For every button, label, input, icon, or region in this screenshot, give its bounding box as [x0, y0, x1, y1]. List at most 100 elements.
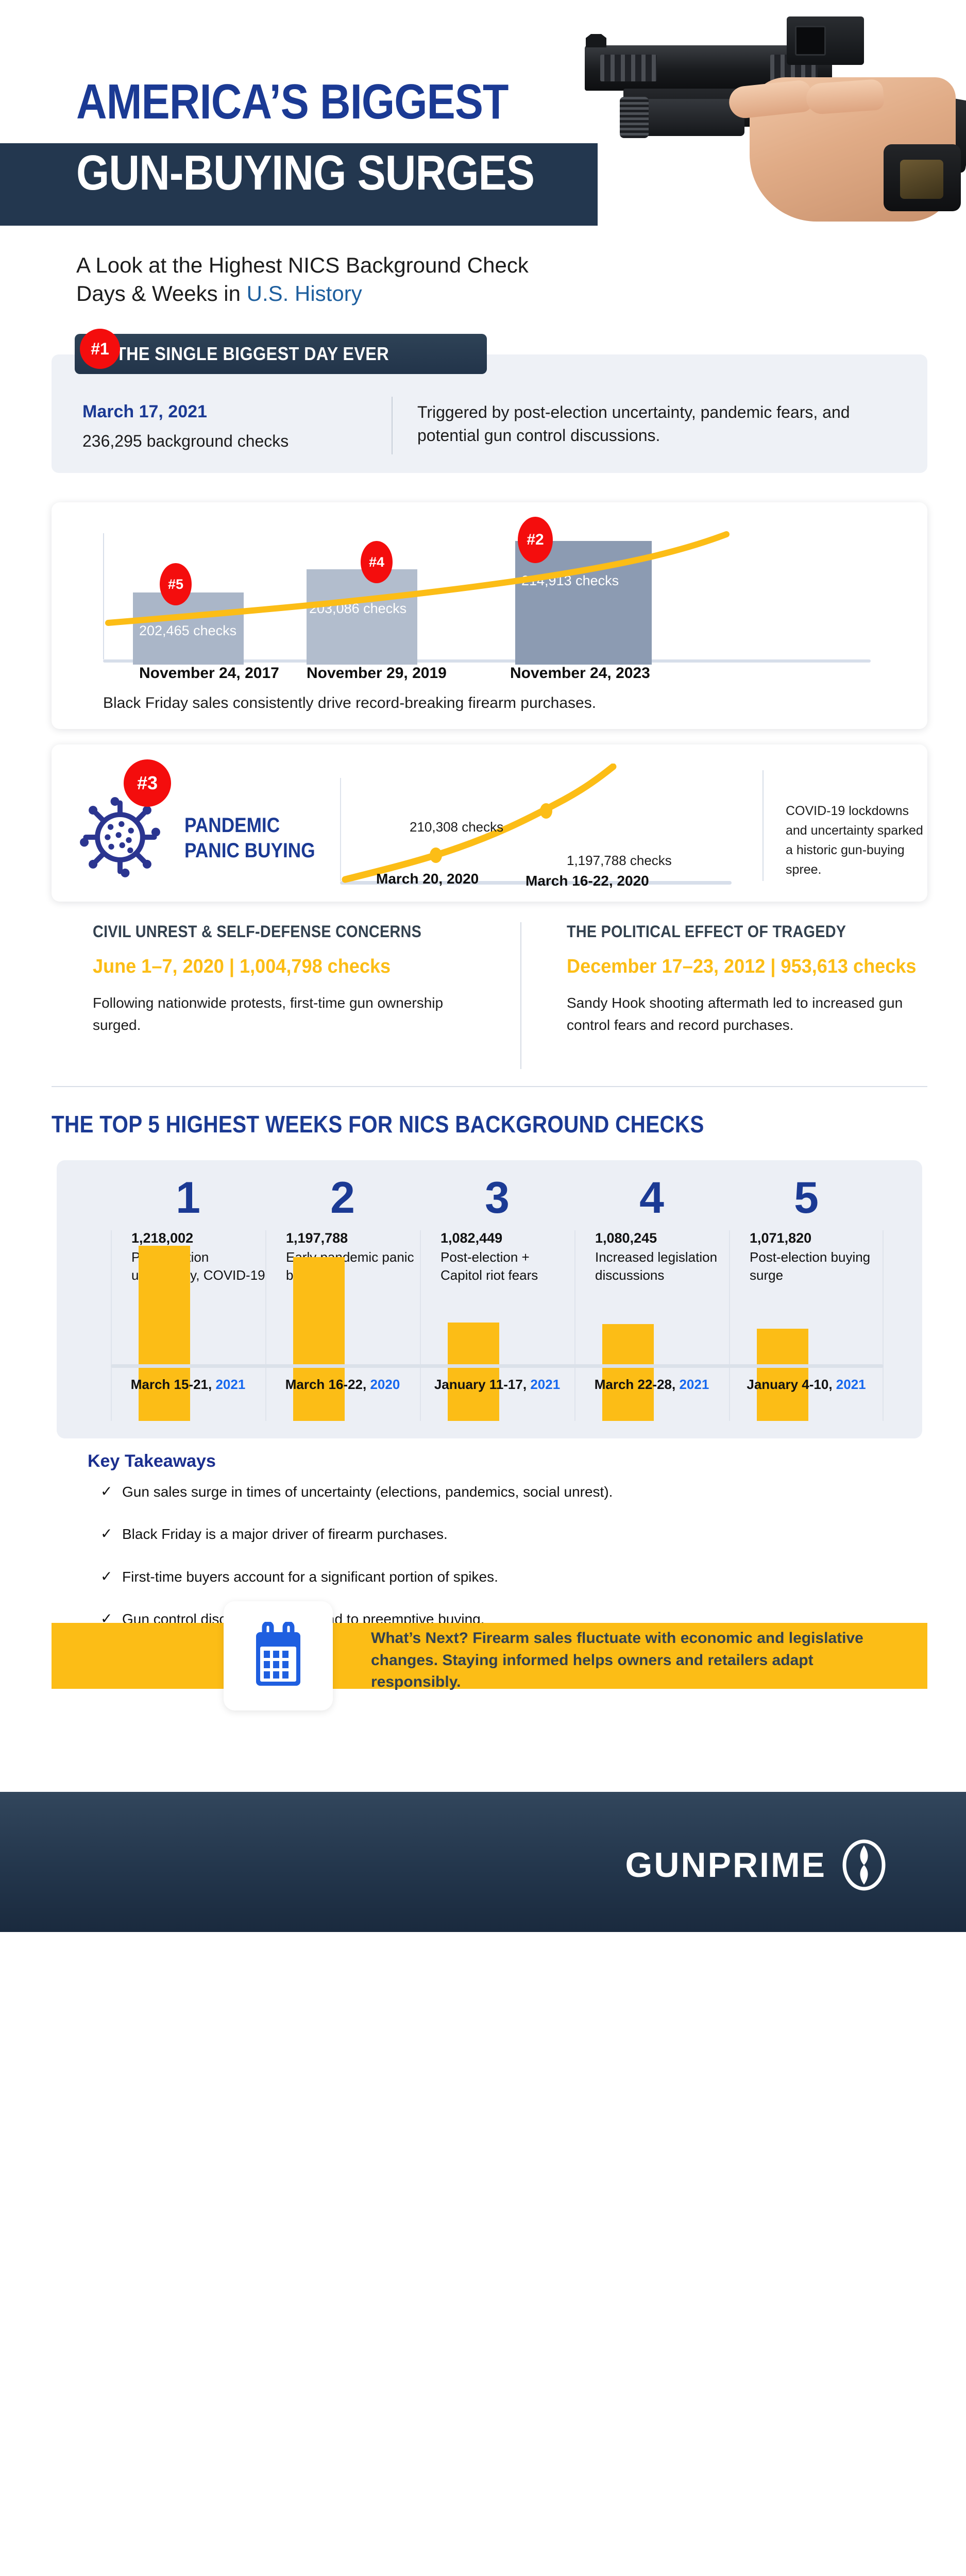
x-label-5: January 4-10, 2021	[747, 1377, 866, 1392]
data-point-2	[540, 803, 552, 819]
list-item: ✓ Gun sales surge in times of uncertainty…	[100, 1483, 873, 1501]
top5-column-2: 2 1,197,788Early pandemic panic buying	[265, 1173, 420, 1421]
reason-description: Post-election buying surge	[750, 1249, 871, 1283]
optic-lens	[795, 26, 826, 56]
header: AMERICA’S BIGGEST GUN-BUYING SURGES	[0, 0, 966, 242]
bar	[139, 1246, 190, 1421]
biggest-day-panel	[52, 354, 927, 473]
list-item: ✓ Black Friday is a major driver of firea…	[100, 1525, 873, 1544]
subtitle-line2-prefix: Days & Weeks in	[76, 281, 247, 306]
subtitle-line1: A Look at the Highest NICS Background Ch…	[76, 253, 529, 277]
x-axis	[103, 659, 871, 663]
column-stat: June 1–7, 2020 | 1,004,798 checks	[93, 956, 391, 977]
pandemic-x-label-1: March 20, 2020	[376, 871, 479, 887]
whats-next-text: What’s Next? Firearm sales fluctuate wit…	[371, 1630, 863, 1691]
y-axis	[340, 778, 341, 881]
subtitle-link-us-history[interactable]: U.S. History	[246, 281, 362, 306]
x-label-1: March 15-21, 2021	[130, 1377, 246, 1392]
takeaway-text: First-time buyers account for a signific…	[122, 1568, 498, 1585]
x-label-2019: November 29, 2019	[307, 665, 447, 682]
two-column-section: CIVIL UNREST & SELF-DEFENSE CONCERNS Jun…	[52, 922, 927, 1077]
pandemic-x-label-2: March 16-22, 2020	[526, 873, 649, 889]
black-friday-x-labels: November 24, 2017 November 29, 2019 Nove…	[103, 665, 886, 688]
check-icon: ✓	[100, 1526, 113, 1542]
column-title: CIVIL UNREST & SELF-DEFENSE CONCERNS	[93, 922, 422, 941]
top5-column-1: 1 1,218,002Post-election uncertainty, COV…	[111, 1176, 265, 1421]
rank-badge-1: #1	[80, 329, 120, 369]
rank-number: 2	[330, 1173, 355, 1223]
x-label-2: March 16-22, 2020	[285, 1377, 400, 1392]
top5-column-4: 4 1,080,245 Increased legislation discussi…	[574, 1173, 729, 1421]
rank-number: 4	[639, 1173, 664, 1223]
brand-name: GUNPRIME	[625, 1845, 826, 1885]
bar-label-2023: 214,913 checks	[521, 573, 619, 588]
top5-column-5: 5 1,071,820 Post-election buying surge	[729, 1173, 884, 1421]
biggest-day-date: March 17, 2021	[82, 402, 207, 421]
top5-cell: 1,197,788Early pandemic panic buying	[265, 1230, 420, 1421]
top5-cell: 1,082,449 Post-election + Capitol riot fe…	[420, 1230, 574, 1421]
rank-badge-3: #3	[124, 759, 171, 807]
check-count: 1,071,820	[750, 1230, 812, 1246]
divider	[392, 397, 393, 454]
calendar-icon-box	[224, 1601, 333, 1710]
rifle-photo	[0, 1716, 556, 1932]
x-label-2023: November 24, 2023	[510, 665, 650, 682]
biggest-day-banner-title: THE SINGLE BIGGEST DAY EVER	[116, 343, 389, 364]
x-axis	[340, 881, 732, 885]
rank-badge-4: #4	[361, 541, 393, 583]
check-icon: ✓	[100, 1611, 113, 1627]
bar-2019	[307, 569, 417, 665]
biggest-day-checks: 236,295 background checks	[82, 432, 289, 450]
front-sight	[586, 34, 606, 47]
section-rule	[52, 1086, 927, 1087]
bar	[757, 1329, 808, 1421]
pandemic-title: PANDEMIC PANIC BUYING	[184, 813, 315, 863]
takeaway-text: Gun sales surge in times of uncertainty …	[122, 1484, 613, 1500]
pandemic-value-label-2: 1,197,788 checks	[567, 853, 672, 868]
footer	[0, 1792, 966, 1932]
calendar-icon	[256, 1622, 300, 1686]
brand-logo[interactable]: GUNPRIME	[625, 1839, 886, 1891]
top5-title: THE TOP 5 HIGHEST WEEKS FOR NICS BACKGRO…	[52, 1111, 704, 1138]
check-count: 1,080,245	[595, 1230, 657, 1246]
reason-description: Post-election + Capitol riot fears	[440, 1249, 538, 1283]
weapon-light-bezel	[620, 97, 649, 138]
pandemic-trend-line	[342, 764, 617, 883]
top5-cell: 1,071,820 Post-election buying surge	[729, 1230, 884, 1421]
top5-baseline	[111, 1364, 884, 1368]
divider	[762, 770, 764, 881]
pandemic-value-label-1: 210,308 checks	[410, 819, 504, 835]
black-friday-chart: 202,465 checks 203,086 checks 214,913 ch…	[103, 531, 886, 667]
x-label-2017: November 24, 2017	[139, 665, 279, 682]
top5-column-3: 3 1,082,449 Post-election + Capitol riot f…	[420, 1173, 574, 1421]
rank-badge-5: #5	[160, 563, 192, 605]
rank-number: 5	[794, 1173, 819, 1223]
rank-number: 3	[485, 1173, 510, 1223]
column-description: Sandy Hook shooting aftermath led to inc…	[567, 995, 903, 1033]
whats-next-banner	[52, 1623, 927, 1689]
check-count: 1,197,788	[286, 1230, 348, 1246]
bar-label-2017: 202,465 checks	[139, 623, 237, 638]
pandemic-title-line2: PANIC BUYING	[184, 839, 315, 862]
biggest-day-description: Triggered by post-election uncertainty, …	[417, 403, 850, 445]
top5-cell: 1,218,002Post-election uncertainty, COVI…	[111, 1230, 265, 1421]
pandemic-title-line1: PANDEMIC	[184, 814, 280, 837]
top5-columns: 1 1,218,002Post-election uncertainty, COV…	[111, 1173, 884, 1421]
crosshair-oval-icon	[842, 1839, 886, 1891]
page-title-line1: AMERICA’S BIGGEST	[76, 74, 509, 129]
infographic-page: AMERICA’S BIGGEST GUN-BUYING SURGES A Lo…	[0, 0, 966, 1932]
y-axis	[103, 533, 104, 659]
check-icon: ✓	[100, 1483, 113, 1499]
bar-label-2019: 203,086 checks	[309, 601, 407, 616]
x-label-3: January 11-17, 2021	[434, 1377, 561, 1392]
pandemic-chart	[340, 764, 747, 886]
column-divider	[520, 922, 521, 1069]
check-count: 1,218,002	[131, 1230, 194, 1246]
takeaway-text: Black Friday is a major driver of firear…	[122, 1526, 448, 1543]
page-title-line2: GUN-BUYING SURGES	[76, 145, 535, 200]
data-point-1	[430, 848, 442, 863]
top5-x-labels: March 15-21, 2021 March 16-22, 2020 Januar…	[111, 1377, 884, 1393]
finger-lower	[805, 78, 885, 115]
bar	[448, 1323, 499, 1421]
top5-cell: 1,080,245 Increased legislation discussio…	[574, 1230, 729, 1421]
